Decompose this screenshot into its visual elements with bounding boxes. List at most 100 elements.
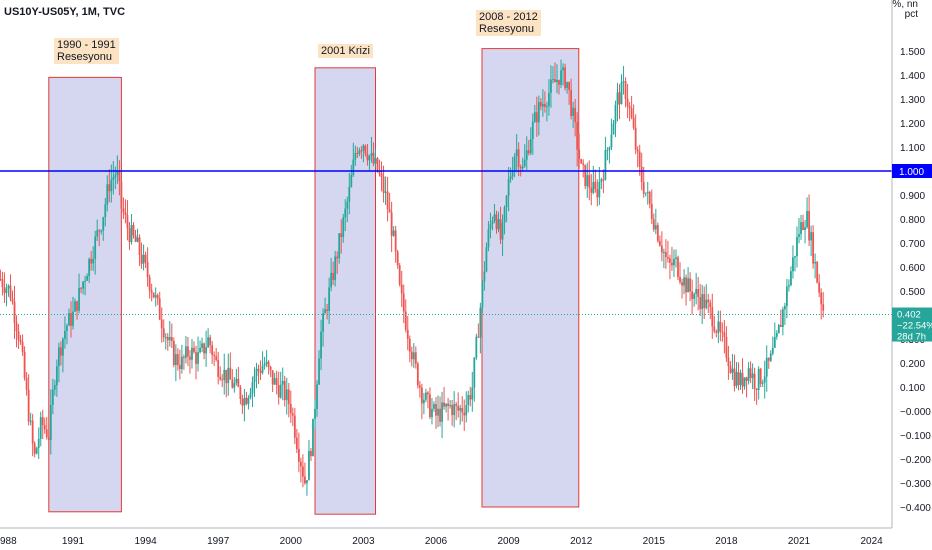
candle-body xyxy=(404,311,407,330)
candle-body xyxy=(699,297,702,310)
candle-body xyxy=(427,392,429,395)
x-tick-label: 2000 xyxy=(280,536,303,547)
candle-body xyxy=(820,292,823,305)
candle-body xyxy=(269,366,272,371)
candle-body xyxy=(675,257,677,259)
candle-body xyxy=(489,224,492,230)
symbol-title: US10Y-US05Y, 1M, TVC xyxy=(4,6,126,18)
candle-body xyxy=(604,150,607,180)
price-badge xyxy=(892,307,932,342)
candle-body xyxy=(295,437,298,450)
candle-body xyxy=(86,276,89,281)
candle-body xyxy=(473,357,476,388)
candle-body xyxy=(124,212,127,215)
candle-body xyxy=(447,403,449,407)
candle-body xyxy=(701,294,704,310)
candle-body xyxy=(451,404,454,416)
candle-body xyxy=(92,258,95,264)
candle-body xyxy=(562,67,564,71)
candle-body xyxy=(673,258,675,266)
candle-body xyxy=(1,279,4,288)
candle-body xyxy=(112,177,115,180)
candle-body xyxy=(263,363,266,366)
candle-body xyxy=(771,347,774,354)
candle-body xyxy=(767,357,770,361)
candle-body xyxy=(170,337,173,342)
candle-body xyxy=(816,262,819,283)
candle-body xyxy=(227,367,230,384)
candle-body xyxy=(203,343,205,354)
candle-body xyxy=(685,277,687,293)
candle-body xyxy=(483,271,486,282)
candle-body xyxy=(467,395,470,406)
y-tick-label: 1.500 xyxy=(900,47,925,58)
candle-body xyxy=(118,170,121,182)
candle-body xyxy=(798,234,800,237)
candle-body xyxy=(507,179,510,196)
reference-badge-label: 1.000 xyxy=(899,167,924,178)
candle-body xyxy=(658,240,661,246)
candle-body xyxy=(80,287,82,289)
candle-body xyxy=(55,366,58,386)
axis-units-line1: %, nn xyxy=(892,0,918,10)
y-tick-label: 0.700 xyxy=(900,239,925,250)
candle-body xyxy=(683,277,685,286)
candle-body xyxy=(217,360,220,377)
candle-body xyxy=(31,420,34,444)
candle-body xyxy=(312,418,314,457)
candle-body xyxy=(660,245,663,253)
candle-body xyxy=(110,179,113,192)
candle-body xyxy=(697,289,700,298)
candle-body xyxy=(146,262,149,278)
candle-body xyxy=(523,159,526,167)
candle-body xyxy=(330,272,333,288)
candle-body xyxy=(279,384,282,398)
candle-body xyxy=(78,287,80,311)
candle-body xyxy=(783,305,786,310)
candle-body xyxy=(656,225,659,241)
candle-body xyxy=(342,217,345,238)
candle-body xyxy=(289,404,292,414)
y-tick-label: 0.600 xyxy=(900,263,925,274)
candle-body xyxy=(189,356,191,360)
candle-body xyxy=(51,389,54,405)
candle-body xyxy=(116,170,119,175)
candle-body xyxy=(751,373,754,379)
candle-body xyxy=(283,380,286,401)
candle-body xyxy=(650,203,653,220)
candle-body xyxy=(390,212,393,236)
candle-body xyxy=(646,191,649,193)
candle-body xyxy=(479,307,482,338)
candle-body xyxy=(37,438,40,449)
candle-body xyxy=(265,361,268,364)
candle-body xyxy=(398,265,401,285)
y-tick-label: 0.100 xyxy=(900,383,925,394)
candle-body xyxy=(586,175,589,187)
candle-body xyxy=(640,166,643,182)
candle-body xyxy=(445,403,447,407)
candle-body xyxy=(328,287,331,311)
candle-body xyxy=(257,368,260,371)
candle-body xyxy=(70,313,72,326)
candle-body xyxy=(572,107,575,116)
candle-body xyxy=(725,336,728,358)
candle-body xyxy=(580,159,583,164)
candle-body xyxy=(461,407,464,413)
candle-body xyxy=(769,353,772,361)
candle-body xyxy=(630,108,633,118)
candle-body xyxy=(418,385,421,388)
candle-body xyxy=(275,378,278,386)
x-tick-label: 988 xyxy=(0,536,17,547)
candle-body xyxy=(27,389,30,422)
candle-body xyxy=(60,347,62,356)
candle-body xyxy=(560,70,562,85)
candle-body xyxy=(235,378,238,384)
candle-body xyxy=(568,81,570,90)
candle-body xyxy=(253,375,256,382)
candle-body xyxy=(406,329,409,339)
candle-body xyxy=(679,276,681,283)
candle-body xyxy=(566,81,568,88)
candle-body xyxy=(225,369,228,384)
candle-body xyxy=(41,417,44,426)
